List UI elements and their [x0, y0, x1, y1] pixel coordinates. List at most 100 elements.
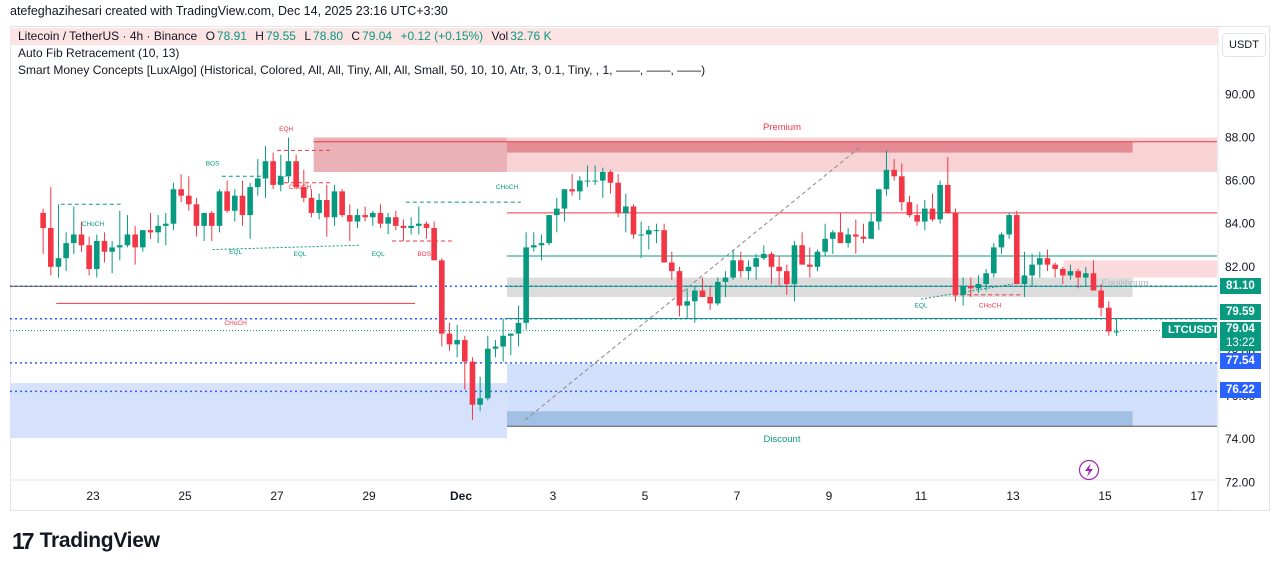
- candle-body: [262, 161, 269, 179]
- annotation-eql: EQL: [372, 251, 385, 258]
- legend-symbol-row: Litecoin / TetherUS · 4h · Binance O 78.9…: [10, 28, 1218, 45]
- candle-body: [354, 215, 361, 222]
- candle-body: [485, 348, 491, 399]
- countdown-text: 13:22: [1226, 337, 1255, 349]
- chart-header-credit: atefeghazihesari created with TradingVie…: [10, 4, 448, 18]
- candle-body: [1014, 215, 1020, 285]
- candle-body: [799, 245, 805, 265]
- candle-body: [500, 335, 506, 347]
- candle-body: [1037, 258, 1043, 265]
- candle-body: [531, 245, 537, 248]
- time-tick-label: 7: [734, 489, 741, 503]
- time-tick-label: 15: [1098, 489, 1112, 503]
- candle-body: [1113, 331, 1120, 333]
- price-tick-label: 74.00: [1225, 432, 1255, 446]
- candle-body: [270, 161, 276, 185]
- last-price-text: 79.04: [1226, 323, 1255, 335]
- candle-body: [255, 178, 261, 188]
- candle-body: [822, 238, 828, 252]
- candle-body: [615, 182, 621, 213]
- candle-body: [454, 340, 460, 345]
- candle-body: [630, 206, 637, 235]
- annotation-choch: CHoCH: [496, 184, 519, 191]
- time-tick-label: 27: [270, 489, 284, 503]
- candle-body: [301, 187, 307, 198]
- candle-body: [768, 253, 775, 267]
- candle-body: [155, 225, 161, 233]
- price-tick-label: 86.00: [1225, 174, 1255, 188]
- candle-body: [508, 333, 514, 336]
- candle-body: [285, 161, 292, 177]
- price-axis: 72.0074.0076.0078.0080.0082.0084.0086.00…: [1217, 27, 1255, 511]
- equilibrium-upper: [1063, 260, 1217, 278]
- tradingview-logo-text: TradingView: [39, 529, 160, 552]
- candle-body: [178, 189, 184, 196]
- candle-body: [830, 232, 836, 239]
- time-tick-label: 13: [1006, 489, 1020, 503]
- eql-line-2: [920, 283, 1014, 300]
- legend-open-label: O: [205, 29, 215, 43]
- candle-body: [860, 236, 867, 239]
- candle-body: [331, 191, 338, 218]
- candle-body: [753, 258, 759, 267]
- fib-diagonal: [525, 145, 862, 421]
- candle-body: [738, 260, 744, 272]
- candle-body: [163, 223, 169, 226]
- candle-body: [55, 258, 62, 267]
- candle-body: [1083, 273, 1089, 278]
- candle-body: [607, 171, 614, 183]
- candle-body: [791, 245, 798, 285]
- candle-body: [853, 234, 859, 237]
- candle-body: [561, 189, 568, 209]
- candle-body: [462, 340, 468, 362]
- candle-body: [132, 234, 138, 248]
- candle-body: [377, 212, 384, 224]
- candle-body: [945, 184, 951, 213]
- candle-body: [929, 208, 936, 220]
- candle-body: [370, 212, 376, 218]
- indicator-smc-label: Smart Money Concepts [LuxAlgo] (Historic…: [18, 63, 706, 77]
- chart-frame: [10, 26, 1270, 511]
- annotation-bos: BOS: [206, 161, 220, 168]
- candle-body: [1060, 268, 1066, 276]
- lightning-glyph: [1085, 463, 1093, 477]
- price-tag-76-22-text: 76.22: [1226, 384, 1255, 396]
- candle-body: [1075, 271, 1081, 278]
- candle-body: [78, 234, 85, 246]
- price-tag-79-59: 79.59: [1220, 304, 1261, 320]
- candle-body: [845, 234, 851, 244]
- time-axis: 23 25 27 29 Dec 3 5 7 9 11 13 15 17: [10, 459, 1217, 503]
- time-tick-label: 23: [86, 489, 100, 503]
- currency-button[interactable]: USDT: [1222, 33, 1266, 57]
- candle-body: [416, 223, 422, 226]
- candle-body: [439, 260, 445, 334]
- candle-body: [1029, 264, 1035, 276]
- eql-line: [212, 244, 360, 251]
- legend-indicator-fib[interactable]: Auto Fib Retracement (10, 13): [10, 45, 1218, 62]
- legend-symbol[interactable]: Litecoin / TetherUS · 4h · Binance: [18, 29, 198, 43]
- candle-body: [699, 290, 706, 297]
- candle-body: [975, 284, 982, 289]
- candle-body: [730, 260, 736, 278]
- equilibrium-zone: [507, 277, 1133, 297]
- candle-body: [937, 184, 943, 220]
- legend-high-label: H: [255, 29, 264, 43]
- smc-lines: [10, 141, 1217, 427]
- chart-legend: Litecoin / TetherUS · 4h · Binance O 78.9…: [10, 28, 1218, 79]
- candle-body: [684, 301, 690, 306]
- candle-body: [278, 176, 284, 185]
- annotation-choch: CHoCH: [224, 320, 247, 327]
- legend-indicator-smc[interactable]: Smart Money Concepts [LuxAlgo] (Historic…: [10, 62, 1218, 79]
- candle-body: [477, 398, 483, 405]
- price-tag-79-59-text: 79.59: [1226, 306, 1255, 318]
- annotation-eql: EQL: [229, 249, 242, 256]
- candle-body: [1006, 215, 1012, 235]
- tradingview-logo[interactable]: 17 TradingView: [12, 528, 160, 554]
- time-tick-label: 17: [1190, 489, 1204, 503]
- candle-body: [247, 187, 253, 216]
- candle-body: [807, 264, 813, 267]
- candle-body: [63, 243, 69, 259]
- price-tag-77-54: 77.54: [1220, 353, 1261, 369]
- annotation-bos: BOS: [417, 251, 431, 258]
